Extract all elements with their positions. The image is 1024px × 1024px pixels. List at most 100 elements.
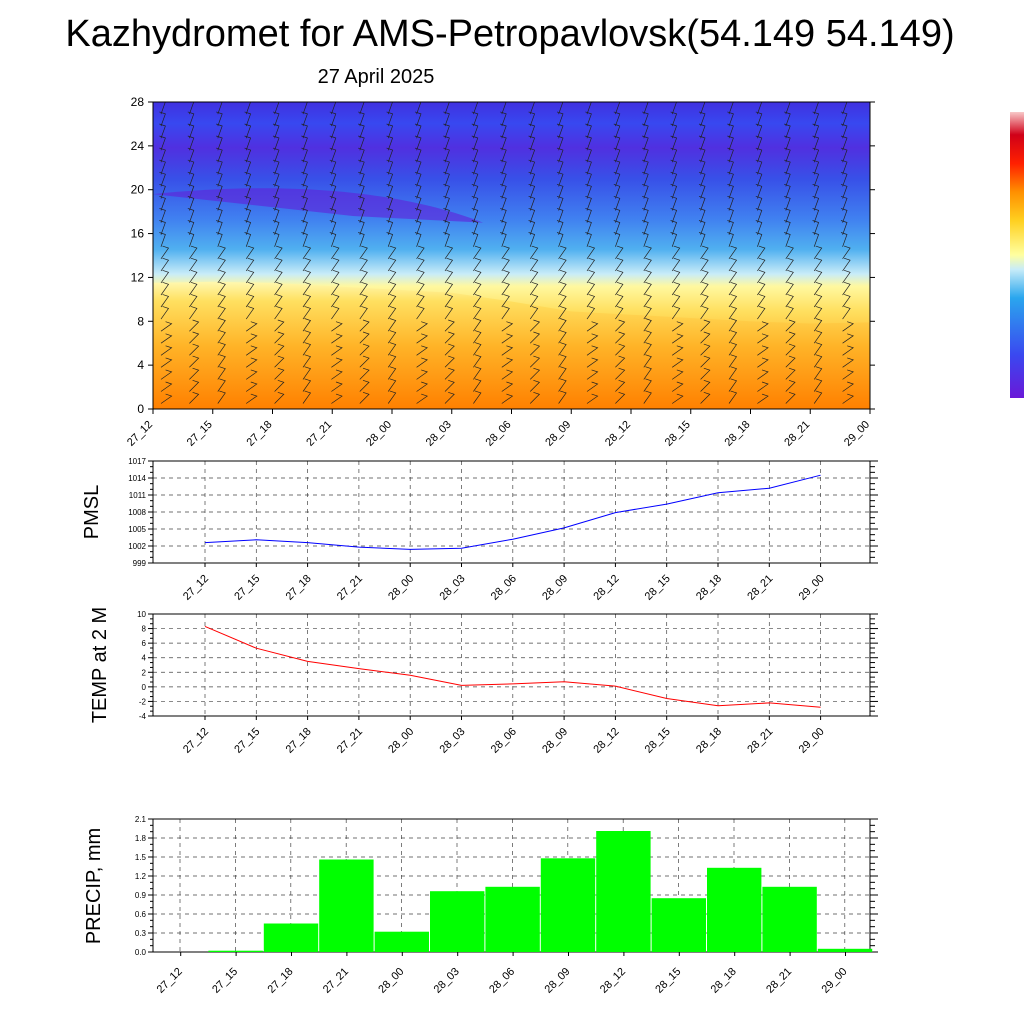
wind-barb xyxy=(728,342,738,356)
wind-barb xyxy=(842,102,848,115)
wind-barb xyxy=(700,269,709,284)
wind-barb xyxy=(217,257,226,272)
wind-barb xyxy=(700,355,711,368)
wind-barb xyxy=(842,321,854,332)
wind-barb xyxy=(813,281,823,296)
y-tick-label: 1.2 xyxy=(135,872,147,881)
wind-barb xyxy=(359,281,368,296)
x-tick-label: 28_03 xyxy=(438,573,468,603)
x-tick-label: 28_03 xyxy=(438,726,468,756)
contour-field xyxy=(153,102,870,409)
wind-barb xyxy=(302,102,308,115)
wind-barb xyxy=(189,269,198,284)
x-tick-label: 28_09 xyxy=(543,419,573,449)
x-tick-label: 28_15 xyxy=(643,573,673,603)
wind-barb xyxy=(700,319,711,332)
wind-barb xyxy=(359,245,368,260)
wind-barb xyxy=(586,306,596,320)
wind-barb xyxy=(529,269,539,284)
wind-barb xyxy=(586,245,596,260)
wind-barb xyxy=(643,390,652,404)
wind-barb xyxy=(444,367,455,380)
wind-barb xyxy=(217,354,226,368)
wind-barb xyxy=(274,245,283,260)
wind-barb xyxy=(444,343,455,356)
y-tick-label: 1017 xyxy=(128,457,146,466)
precip-ylabel: PRECIP, mm xyxy=(83,828,105,944)
wind-barb xyxy=(302,318,312,332)
y-tick-label: 0.3 xyxy=(135,929,147,938)
wind-barb xyxy=(700,245,709,260)
wind-barb xyxy=(700,391,711,404)
wind-barb xyxy=(416,321,428,332)
wind-barb xyxy=(586,102,592,115)
wind-barb xyxy=(586,269,596,284)
pmsl-ylabel: PMSL xyxy=(81,485,103,539)
wind-barb xyxy=(302,245,312,260)
wind-barb xyxy=(501,321,514,332)
wind-barb xyxy=(473,330,482,344)
wind-barb xyxy=(331,306,340,320)
wind-barb xyxy=(785,306,794,320)
wind-barb xyxy=(529,343,541,356)
wind-barb xyxy=(387,366,397,380)
wind-barb xyxy=(671,369,684,380)
wind-barb xyxy=(671,257,681,272)
y-tick-label: 1002 xyxy=(128,542,146,551)
x-tick-label: 28_06 xyxy=(487,966,517,996)
wind-barb xyxy=(189,331,200,344)
wind-barb xyxy=(217,390,226,404)
wind-barb xyxy=(700,306,709,320)
wind-barb xyxy=(359,102,365,115)
wind-barb xyxy=(813,269,823,284)
wind-barb xyxy=(757,321,769,332)
wind-barb xyxy=(217,306,226,320)
wind-barb xyxy=(302,378,312,392)
wind-barb xyxy=(331,333,343,344)
wind-barb xyxy=(444,319,455,332)
wind-barb xyxy=(813,342,823,356)
wind-barb xyxy=(671,281,681,296)
wind-barb xyxy=(842,294,851,308)
wind-barb xyxy=(274,269,283,284)
wind-barb xyxy=(757,257,766,272)
wind-barb xyxy=(785,391,796,404)
wind-barb xyxy=(671,345,684,356)
precip-bar xyxy=(485,886,540,952)
wind-barb xyxy=(331,357,343,368)
wind-barb xyxy=(160,357,173,368)
jet-core-fill xyxy=(153,188,483,223)
pmsl-panel: 999 1002 1005 1008 1011 1014 1017 27_12 27_15 27_… xyxy=(128,457,878,603)
y-tick-label: 0.0 xyxy=(135,948,147,957)
wind-barb xyxy=(615,343,626,356)
wind-barb xyxy=(728,330,738,344)
wind-barb xyxy=(416,345,428,356)
wind-barb xyxy=(473,257,482,272)
y-tick-label: 2 xyxy=(142,668,147,677)
wind-barb xyxy=(615,245,624,260)
wind-barb xyxy=(728,245,738,260)
wind-barb xyxy=(842,345,854,356)
wind-barb xyxy=(245,102,251,115)
wind-barb xyxy=(785,257,794,272)
x-tick-label: 27_18 xyxy=(245,419,275,449)
wind-barb xyxy=(757,281,766,296)
y-tick-label: -4 xyxy=(139,712,147,721)
wind-barb xyxy=(529,367,541,380)
wind-barb xyxy=(558,245,567,260)
wind-barb xyxy=(615,319,626,332)
wind-barb xyxy=(643,354,652,368)
wind-barb xyxy=(274,294,283,308)
wind-barb xyxy=(615,379,626,392)
wind-barb xyxy=(245,245,255,260)
wind-barb xyxy=(359,331,370,344)
wind-barb xyxy=(331,102,337,115)
precip-bar xyxy=(374,931,429,952)
wind-barb xyxy=(189,257,198,272)
wind-barb xyxy=(473,318,482,332)
colorbar xyxy=(1010,112,1024,398)
wind-barb xyxy=(586,257,596,272)
wind-barb xyxy=(700,379,711,392)
wind-barb xyxy=(331,393,343,404)
